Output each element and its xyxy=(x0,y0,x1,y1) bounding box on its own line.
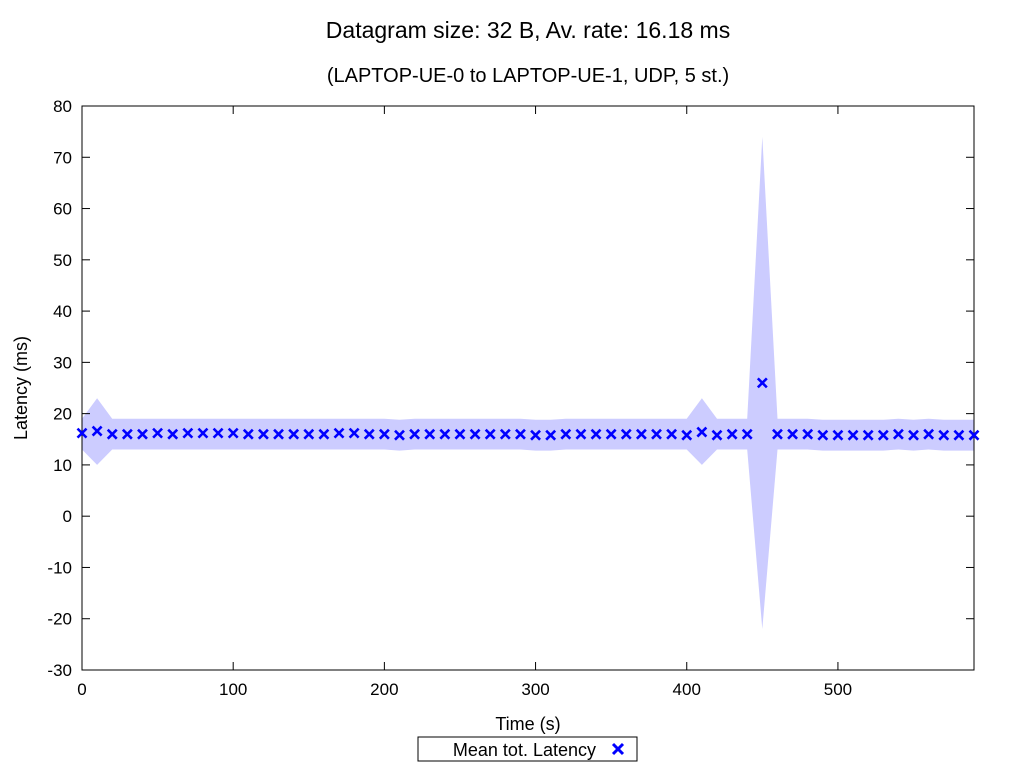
data-point xyxy=(802,428,814,440)
data-point xyxy=(182,427,194,439)
data-point xyxy=(318,428,330,440)
data-point xyxy=(197,427,209,439)
legend: Mean tot. Latency xyxy=(417,736,638,762)
data-point xyxy=(953,429,965,441)
data-point xyxy=(91,425,103,437)
data-point xyxy=(787,428,798,440)
data-point xyxy=(908,429,919,441)
legend-label: Mean tot. Latency xyxy=(453,740,596,760)
data-point xyxy=(515,428,526,440)
y-tick-label: 80 xyxy=(53,97,72,116)
data-point xyxy=(605,428,617,440)
x-tick-label: 500 xyxy=(824,680,852,699)
y-axis-label: Latency (ms) xyxy=(11,336,31,440)
error-band-layer xyxy=(82,136,974,630)
data-point xyxy=(137,428,148,440)
data-point xyxy=(560,428,572,440)
data-point xyxy=(635,428,647,440)
data-point xyxy=(303,428,315,440)
data-point xyxy=(394,429,405,441)
y-tick-label: 50 xyxy=(53,251,72,270)
data-point xyxy=(877,429,889,441)
data-point xyxy=(258,428,269,440)
data-point xyxy=(832,429,844,441)
data-point xyxy=(454,428,466,440)
data-point xyxy=(378,428,390,440)
data-point xyxy=(681,429,693,441)
x-tick-label: 100 xyxy=(219,680,247,699)
data-point xyxy=(651,428,662,440)
y-tick-label: 60 xyxy=(53,200,72,219)
data-point xyxy=(817,429,829,441)
data-point xyxy=(499,428,511,440)
data-point xyxy=(288,428,300,440)
data-point xyxy=(545,429,557,441)
data-point xyxy=(484,428,496,440)
legend-marker-icon xyxy=(611,742,625,756)
x-tick-label: 300 xyxy=(521,680,549,699)
data-point xyxy=(152,427,164,439)
x-tick-label: 200 xyxy=(370,680,398,699)
data-point xyxy=(968,429,980,441)
x-tick-label: 400 xyxy=(673,680,701,699)
y-tick-label: -20 xyxy=(47,610,72,629)
x-tick-label: 0 xyxy=(77,680,86,699)
data-point xyxy=(711,429,723,441)
y-tick-label: 10 xyxy=(53,456,72,475)
data-point xyxy=(363,428,375,440)
y-tick-label: 30 xyxy=(53,353,72,372)
data-point xyxy=(923,428,935,440)
y-tick-label: 70 xyxy=(53,148,72,167)
data-point xyxy=(333,427,345,439)
axis-ticks: 0 100 200 300 400 500 -30 -20 -10 0 10 20 30 40 50 60 70… xyxy=(47,97,974,699)
data-point xyxy=(756,377,768,389)
data-point xyxy=(409,428,421,440)
data-point xyxy=(590,428,602,440)
chart-subtitle: (LAPTOP-UE-0 to LAPTOP-UE-1, UDP, 5 st.) xyxy=(327,65,729,87)
data-point xyxy=(530,429,541,441)
data-point xyxy=(424,428,436,440)
data-point xyxy=(469,428,481,440)
error-band xyxy=(82,136,974,630)
y-tick-label: -30 xyxy=(47,661,72,680)
data-point xyxy=(666,428,678,440)
data-point xyxy=(439,428,451,440)
x-axis-label: Time (s) xyxy=(495,714,560,734)
y-tick-label: 0 xyxy=(63,507,72,526)
data-point xyxy=(741,428,753,440)
legend-box xyxy=(417,736,638,762)
data-point xyxy=(620,428,632,440)
y-tick-label: 40 xyxy=(53,302,72,321)
data-point xyxy=(696,426,708,438)
data-point xyxy=(726,428,738,440)
data-point xyxy=(938,429,950,441)
data-point xyxy=(575,428,587,440)
data-point xyxy=(212,427,224,439)
data-point xyxy=(106,428,118,440)
chart-title: Datagram size: 32 B, Av. rate: 16.18 ms xyxy=(326,17,730,43)
data-points xyxy=(76,377,980,441)
data-point xyxy=(892,428,904,440)
data-point xyxy=(772,428,783,440)
data-point xyxy=(167,428,179,440)
data-point xyxy=(76,427,88,439)
data-point xyxy=(847,429,859,441)
plot-frame xyxy=(81,105,975,671)
data-point xyxy=(273,428,284,440)
data-point xyxy=(121,428,133,440)
data-point xyxy=(242,428,254,440)
data-point xyxy=(862,429,874,441)
data-point xyxy=(227,427,239,439)
data-point xyxy=(348,427,360,439)
y-tick-label: -10 xyxy=(47,558,72,577)
y-tick-label: 20 xyxy=(53,405,72,424)
